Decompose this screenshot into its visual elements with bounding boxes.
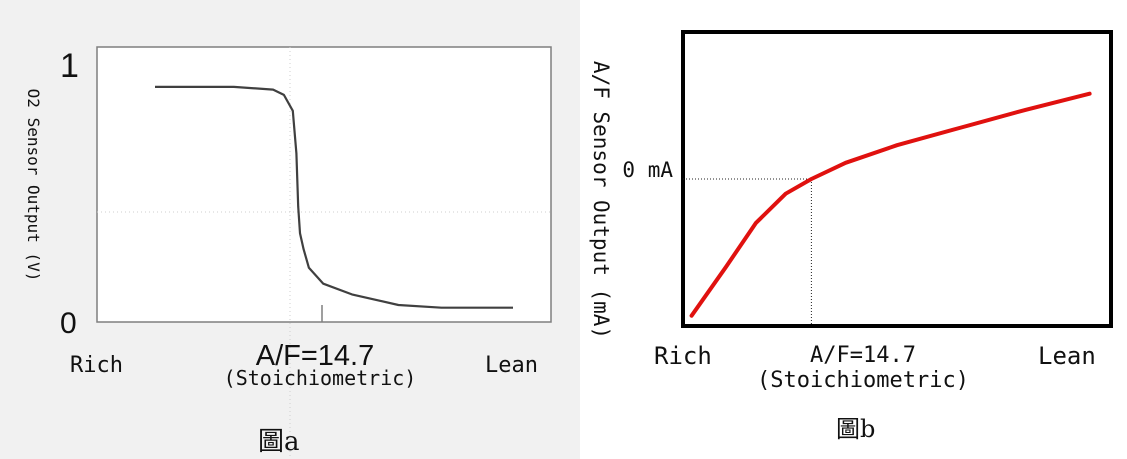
- chart-a-xlabel-lean: Lean: [485, 353, 538, 378]
- chart-b-xlabel-stoich: (Stoichiometric): [757, 368, 969, 393]
- chart-b-xlabel-rich: Rich: [654, 342, 712, 370]
- chart-a-plot-area: [96, 46, 552, 323]
- chart-a-ytick-1: 1: [60, 47, 79, 85]
- chart-a-series-line: [155, 85, 513, 309]
- chart-a-ytick-0: 0: [60, 307, 77, 340]
- chart-b-xlabel-af: A/F=14.7: [810, 343, 916, 368]
- chart-a-svg: 1 0 O2 Sensor Output (V) Rich A/F=14.7 (…: [24, 46, 552, 459]
- chart-b-xlabel-lean: Lean: [1038, 342, 1096, 370]
- chart-b-ytick-0ma: 0 mA: [622, 158, 673, 182]
- chart-a-caption: 圖a: [258, 427, 300, 457]
- chart-a-xlabel-rich: Rich: [70, 353, 123, 378]
- chart-a-xlabel-af: A/F=14.7: [256, 340, 375, 372]
- chart-b-ylabel: A/F Sensor Output (mA): [589, 61, 613, 339]
- chart-a-panel: 1 0 O2 Sensor Output (V) Rich A/F=14.7 (…: [0, 0, 580, 459]
- chart-b-series-line: [689, 91, 1092, 318]
- chart-a-ylabel: O2 Sensor Output (V): [24, 89, 43, 282]
- chart-b-svg: 0 mA A/F Sensor Output (mA) Rich A/F=14.…: [589, 30, 1113, 443]
- chart-b-caption: 圖b: [836, 415, 875, 443]
- chart-b-plot-area: [681, 30, 1113, 328]
- chart-b-panel: 0 mA A/F Sensor Output (mA) Rich A/F=14.…: [586, 0, 1127, 459]
- chart-a-xlabel-stoich: (Stoichiometric): [224, 366, 417, 390]
